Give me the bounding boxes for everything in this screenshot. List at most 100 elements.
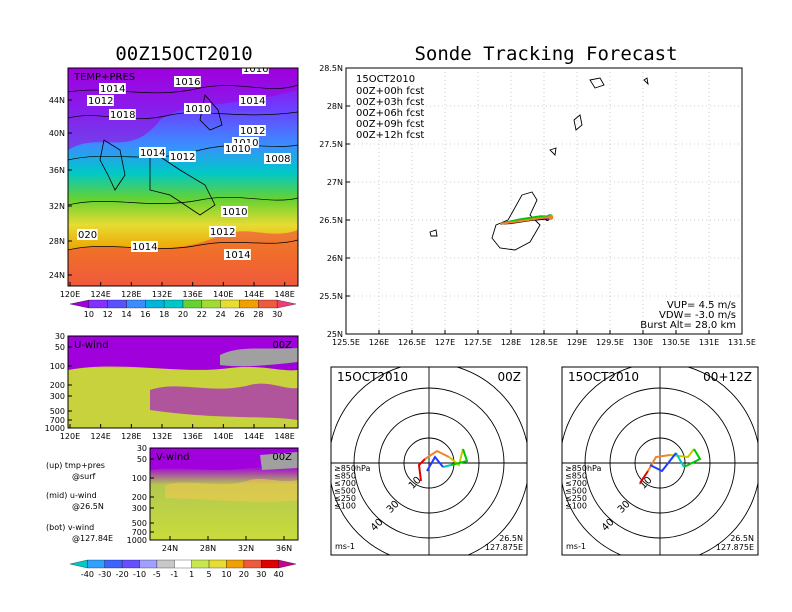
isobar-label-bg (224, 249, 251, 260)
colorbar-label: 30 (272, 310, 282, 319)
side-note-line1: (up) tmp+pres (46, 461, 105, 470)
pressure-tick-label: 30 (55, 332, 65, 341)
isobar-label-bg (87, 95, 114, 106)
hodograph-date: 15OCT2010 (337, 370, 408, 384)
lon-tick-label: 126.5E (398, 338, 426, 347)
colorbar-cell (107, 299, 127, 309)
vwind-frame (149, 447, 299, 541)
track-grid (346, 68, 742, 334)
side-note-line2: @127.84E (72, 534, 113, 543)
burst-text: Burst Alt= 28.0 km (640, 320, 736, 331)
hodograph-date: 15OCT2010 (568, 370, 639, 384)
hodograph-time: 00Z (498, 370, 522, 384)
colorbar-cell (258, 299, 278, 309)
isobar-label: 1014 (132, 242, 157, 253)
colorbar-cell (145, 299, 165, 309)
colorbar-cell (220, 299, 240, 309)
colorbar-label: 16 (140, 310, 150, 319)
colorbar-cell (88, 299, 108, 309)
lat-tick-label: 28N (49, 237, 65, 246)
hodograph-legend-entry: ≤700 (334, 479, 356, 488)
lon-tick-label: 132E (152, 432, 172, 441)
wind-colorbar: -40 -30 -20 -10 -5 -1 1 5 10 20 30 40 (69, 559, 297, 579)
lon-tick-label: 140E (213, 432, 233, 441)
lon-tick-label: 144E (244, 290, 264, 299)
colorbar-label: 10 (221, 570, 231, 579)
uwind-gray-band (220, 348, 298, 367)
lon-tick-label: 120E (60, 290, 80, 299)
pressure-tick-label: 200 (132, 493, 147, 502)
lat-tick-label: 27.5N (319, 140, 343, 149)
colorbar-cell (174, 559, 192, 569)
lat-tick-label: 25.5N (319, 292, 343, 301)
colorbar-label: 30 (256, 570, 266, 579)
colorbar-cell (201, 299, 221, 309)
hodograph-segment (442, 464, 452, 468)
lon-tick-label: 125.5E (332, 338, 360, 347)
isobar-line (68, 111, 298, 119)
isobar-label-bg (131, 241, 158, 252)
colorbar-label: 12 (103, 310, 113, 319)
island-coastlines (429, 77, 649, 251)
pressure-tick-label: 500 (132, 519, 147, 528)
isobar-line (68, 239, 298, 251)
track-legend-entry: 00Z+00h fcst (356, 86, 424, 97)
lon-tick-label: 128E (501, 338, 521, 347)
vwind-strong-band (150, 448, 298, 470)
isobar-label-bg (99, 83, 126, 94)
isobar-label: 1012 (210, 227, 235, 238)
colorbar-cell (208, 559, 227, 569)
isobar-label-bg (239, 95, 266, 106)
lat-tick-label: 28.5N (319, 64, 343, 73)
lon-tick-label: 126E (369, 338, 389, 347)
lon-tick-label: 128E (121, 290, 141, 299)
track-legend-entry: 00Z+03h fcst (356, 97, 424, 108)
lat-tick-label: 36N (276, 544, 292, 553)
hodograph-legend-entry: ≤100 (565, 502, 587, 511)
hodograph-lat: 26.5N (730, 534, 754, 543)
isobar-label: 1010 (222, 207, 247, 218)
vwind-mid (165, 478, 298, 503)
side-note-line2: @surf (72, 472, 96, 481)
hodograph-legend-entry: ≤850 (565, 472, 587, 481)
sonde-tracks (500, 214, 554, 225)
track-legend-entry: 00Z+09h fcst (356, 119, 424, 130)
lon-tick-label: 148E (275, 290, 295, 299)
colorbar-label: 14 (121, 310, 131, 319)
hodograph-lon: 127.875E (485, 543, 523, 552)
lat-tick-label: 26.5N (319, 216, 343, 225)
colorbar-cell (239, 299, 259, 309)
side-notes: (up) tmp+pres @surf (mid) u-wind @26.5N (bot… (46, 461, 113, 543)
colorbar-label: 5 (207, 570, 212, 579)
colorbar-label: -1 (170, 570, 178, 579)
vwind-gray-band (260, 452, 298, 470)
isobar-label-bg (109, 109, 136, 120)
vup-text: VUP= 4.5 m/s (667, 300, 736, 311)
lat-tick-label: 26N (327, 254, 343, 263)
lon-tick-label: 130E (633, 338, 653, 347)
colorbar-label: -10 (133, 570, 146, 579)
pressure-tick-label: 30 (137, 444, 147, 453)
lat-tick-label: 44N (49, 96, 65, 105)
lon-tick-label: 124E (91, 432, 111, 441)
isobar-label: 1010 (225, 144, 250, 155)
hodograph-legend-entry: ≤850 (334, 472, 356, 481)
isobar-label: 1018 (110, 110, 135, 121)
isobar-label-bg (239, 125, 266, 136)
colorbar-cell (126, 299, 146, 309)
hodograph-legend-entry: ≥850hPa (565, 464, 602, 473)
colorbar-label: 40 (274, 570, 284, 579)
hodograph-lat: 26.5N (499, 534, 523, 543)
coastlines (99, 94, 223, 216)
map-lon-axis: 120E 124E 128E 132E 136E 140E 144E 148E (60, 282, 295, 299)
isobar-line (68, 196, 298, 206)
hodograph-rings (331, 367, 527, 555)
track-legend-entry: 00Z+12h fcst (356, 130, 424, 141)
isobar-label: 1016 (243, 64, 268, 75)
isobar-label-bg (221, 206, 248, 217)
